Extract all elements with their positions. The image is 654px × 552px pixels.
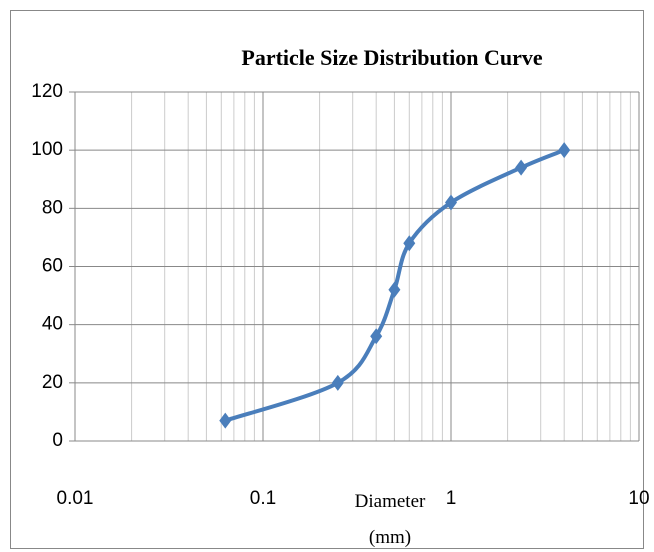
y-tick-label: 60 [42, 256, 63, 277]
chart-title: Particle Size Distribution Curve [241, 45, 542, 70]
data-marker [515, 159, 528, 176]
x-tick-label: 0.01 [57, 488, 94, 509]
y-tick-label: 80 [42, 197, 63, 218]
data-marker [219, 412, 232, 429]
y-tick-label: 0 [52, 430, 63, 451]
chart-frame [10, 10, 644, 549]
y-tick-label: 20 [42, 372, 63, 393]
data-marker [370, 328, 383, 345]
data-marker [403, 235, 416, 252]
data-marker [558, 142, 571, 159]
x-axis-label: Diameter (mm) [354, 491, 426, 548]
y-tick-label: 120 [31, 81, 63, 102]
data-marker [331, 374, 344, 391]
x-tick-label: 10 [628, 488, 649, 509]
data-marker [445, 194, 457, 211]
x-tick-label: 0.1 [250, 488, 276, 509]
x-tick-label: 1 [446, 488, 457, 509]
y-tick-label: 100 [31, 139, 63, 160]
y-tick-label: 40 [42, 314, 63, 335]
data-marker [388, 281, 401, 298]
